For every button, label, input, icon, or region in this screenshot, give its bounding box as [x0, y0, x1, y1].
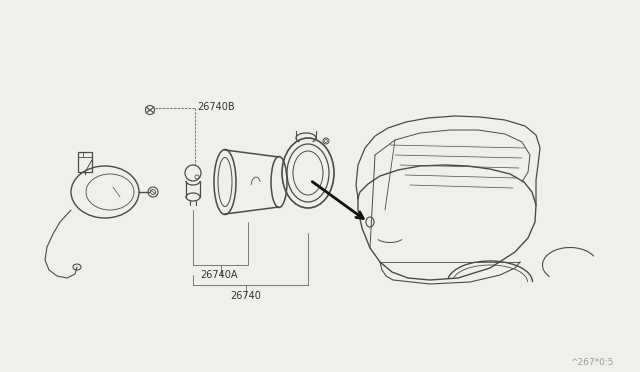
Text: 26740B: 26740B: [197, 102, 235, 112]
Text: ^267*0:5: ^267*0:5: [570, 358, 614, 367]
Bar: [78, 152, 92, 172]
Text: 26740: 26740: [230, 291, 261, 301]
Text: 26740A: 26740A: [200, 270, 238, 280]
